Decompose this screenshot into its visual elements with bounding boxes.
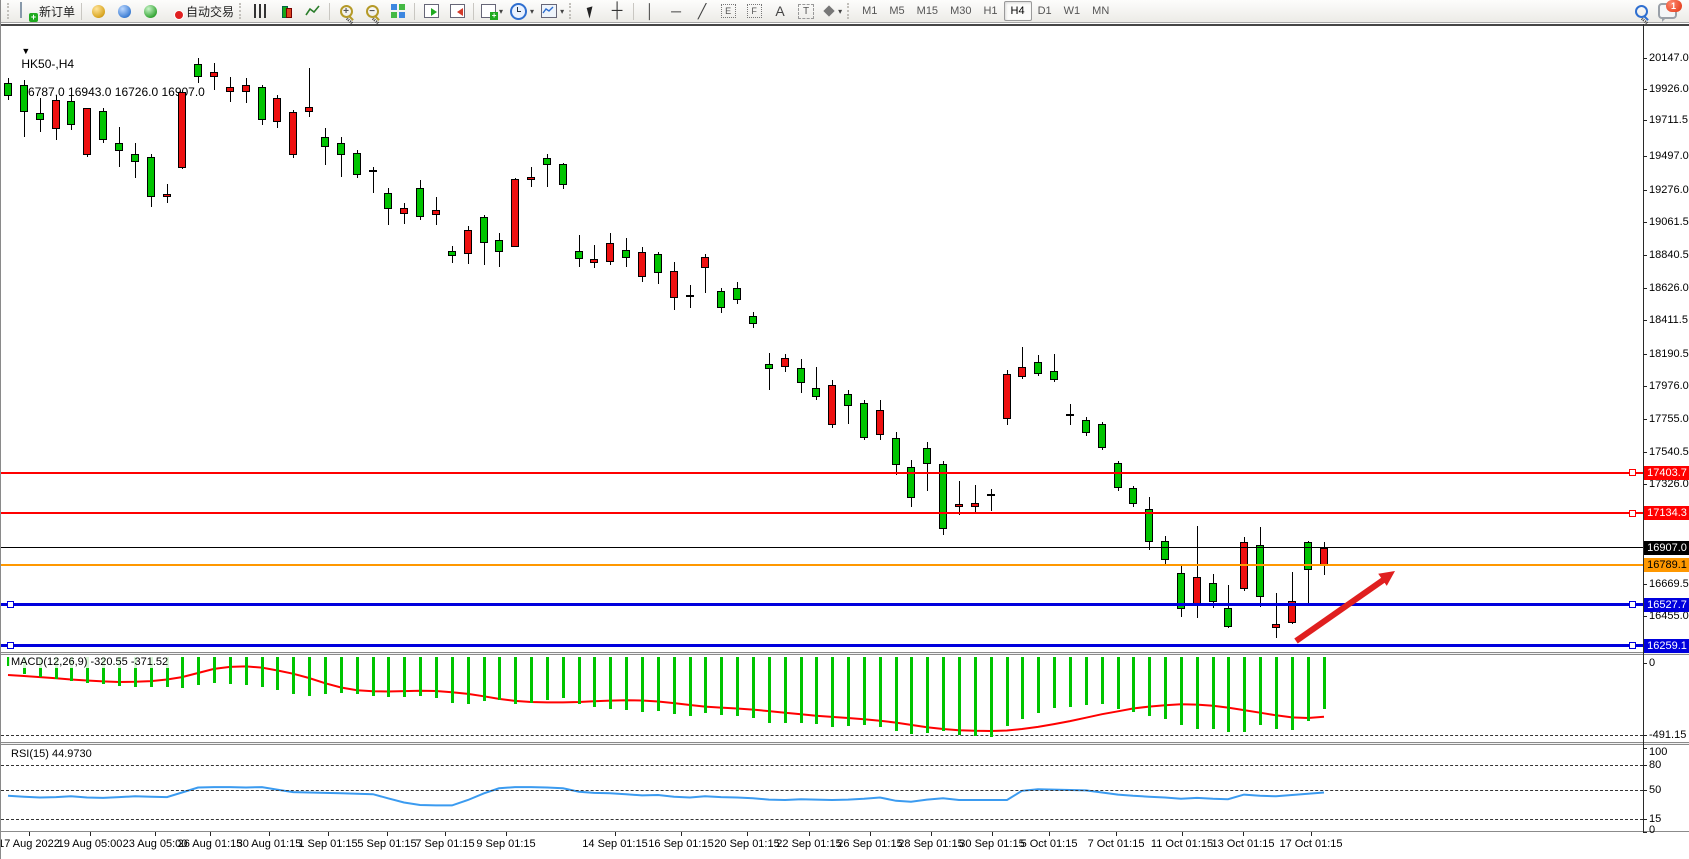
line-chart-icon [305, 5, 320, 16]
timeframe-d1[interactable]: D1 [1037, 5, 1052, 17]
notifications-button[interactable]: 1 [1654, 0, 1682, 22]
symbol-period: HK50-,H4 [21, 57, 75, 71]
new-order-label: 新订单 [39, 4, 76, 19]
text-tool-icon: A [775, 3, 785, 19]
timeframe-w1[interactable]: W1 [1063, 5, 1081, 17]
candlestick-button[interactable] [274, 1, 300, 21]
toolbar-grip [569, 3, 574, 19]
bar-chart-button[interactable] [248, 1, 274, 21]
metaeditor-button[interactable] [85, 1, 111, 21]
zoom-out-button[interactable]: − [359, 1, 385, 21]
cursor-icon [586, 5, 596, 19]
text-tool-button[interactable]: A [767, 1, 793, 21]
metaeditor-icon [91, 4, 105, 18]
arrows-button[interactable]: ▾ [819, 1, 845, 21]
notification-badge: 1 [1665, 0, 1682, 12]
crosshair-icon: ┼ [611, 2, 623, 19]
collapse-triangle-icon[interactable]: ▼ [21, 46, 31, 56]
autotrade-button[interactable]: 自动交易 [163, 1, 237, 21]
line-chart-button[interactable] [300, 1, 326, 21]
toolbar-grip [239, 3, 244, 19]
ohlc-readout: 16787.0 16943.0 16726.0 16907.0 [21, 85, 205, 99]
crosshair-button[interactable]: ┼ [604, 1, 630, 21]
separator [633, 2, 635, 20]
vertical-line-icon: │ [645, 3, 655, 19]
horizontal-line-icon: ─ [671, 3, 682, 19]
tile-windows-icon [391, 4, 406, 18]
fibonacci-icon: F [746, 4, 762, 18]
timeframe-mn[interactable]: MN [1092, 5, 1110, 17]
auto-scroll-button[interactable] [418, 1, 444, 21]
autotrade-label: 自动交易 [186, 4, 235, 19]
candlestick-icon [280, 4, 294, 19]
strategy-tester-button[interactable] [111, 1, 137, 21]
templates-button[interactable]: ▾ [537, 1, 567, 21]
chart-shift-button[interactable] [444, 1, 470, 21]
bar-chart-icon [254, 4, 269, 18]
timeframe-h1[interactable]: H1 [983, 5, 998, 17]
news-icon [143, 4, 157, 18]
timeframe-m30[interactable]: M30 [950, 5, 972, 17]
toolbar-grip [7, 3, 12, 19]
cursor-button[interactable] [578, 1, 604, 21]
toolbar-grip [847, 3, 852, 19]
chat-bubble-icon: 1 [1657, 0, 1682, 22]
channel-button[interactable]: E [715, 1, 741, 21]
arrows-icon [823, 5, 835, 17]
trendline-button[interactable]: ╱ [689, 1, 715, 21]
news-button[interactable] [137, 1, 163, 21]
zoom-out-icon: − [365, 4, 380, 21]
channel-icon: E [720, 4, 736, 18]
new-chart-button[interactable]: + ▾ [477, 1, 506, 21]
vertical-line-button[interactable]: │ [637, 1, 663, 21]
new-order-icon: + [19, 2, 38, 22]
periods-clock-icon [510, 2, 528, 20]
fibonacci-button[interactable]: F [741, 1, 767, 21]
periods-button[interactable]: ▾ [506, 1, 537, 21]
timeframe-m1[interactable]: M1 [862, 5, 878, 17]
separator [329, 2, 331, 20]
tile-windows-button[interactable] [385, 1, 411, 21]
timeframe-m15[interactable]: M15 [916, 5, 939, 17]
autotrade-icon [166, 3, 185, 20]
chart-window [1, 24, 1689, 859]
search-icon [1634, 4, 1649, 21]
strategy-tester-icon [117, 4, 131, 18]
text-label-icon: T [798, 3, 815, 19]
separator [473, 2, 475, 20]
search-button[interactable] [1628, 1, 1654, 21]
timeframe-h4[interactable]: H4 [1003, 1, 1032, 21]
templates-icon [541, 4, 558, 18]
chart-title: ▼ HK50-,H4 16787.0 16943.0 16726.0 16907… [8, 29, 205, 113]
zoom-in-button[interactable]: + [333, 1, 359, 21]
trendline-icon: ╱ [697, 2, 707, 19]
new-order-button[interactable]: + 新订单 [16, 1, 78, 22]
horizontal-line-button[interactable]: ─ [663, 1, 689, 21]
auto-scroll-icon [423, 4, 439, 18]
new-chart-icon: + [481, 4, 499, 20]
timeframe-bar: M1 M5 M15 M30 H1 H4 D1 W1 MN [856, 1, 1115, 21]
chart-shift-icon [449, 4, 465, 18]
zoom-in-icon: + [339, 4, 354, 21]
separator [414, 2, 416, 20]
text-label-button[interactable]: T [793, 1, 819, 21]
timeframe-m5[interactable]: M5 [889, 5, 905, 17]
toolbar: + 新订单 自动交易 + − + ▾ ▾ ▾ ┼ │ ─ ╱ E F [1, 0, 1689, 23]
separator [81, 2, 83, 20]
